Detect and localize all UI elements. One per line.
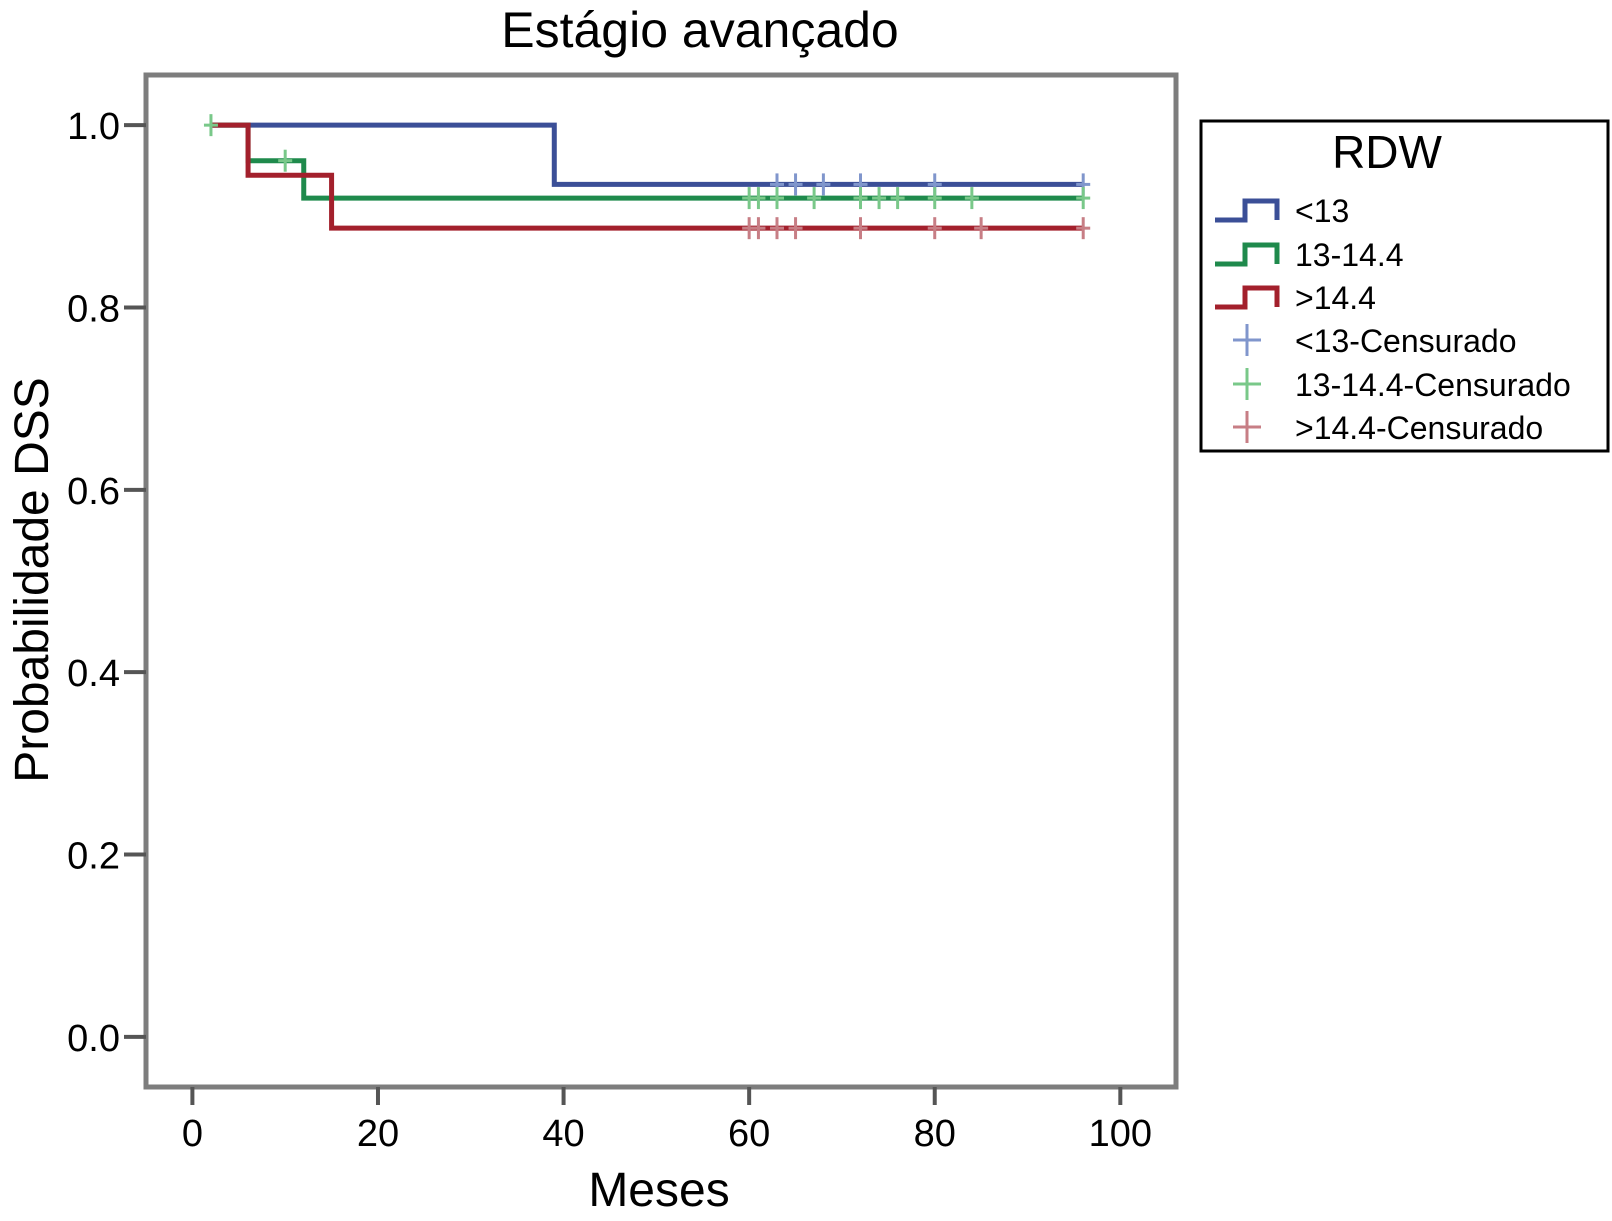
censor-mark xyxy=(1076,217,1091,240)
y-tick-label: 0.2 xyxy=(67,836,120,878)
legend-line-swatch xyxy=(1215,285,1280,310)
censor-mark xyxy=(769,187,784,210)
censor-mark xyxy=(807,187,822,210)
x-tick-label: 60 xyxy=(728,1113,770,1155)
y-axis-label: Probabilidade DSS xyxy=(6,377,59,783)
legend-label: >14.4 xyxy=(1295,280,1376,316)
y-tick-label: 0.0 xyxy=(67,1018,120,1060)
legend-label: <13-Censurado xyxy=(1295,323,1516,359)
censor-mark xyxy=(751,217,766,240)
censor-mark xyxy=(853,217,868,240)
legend: RDW <13 13-14.4 >14.4 <13-Censurado 13-14.4-… xyxy=(1199,119,1610,453)
legend-item: <13 xyxy=(1215,193,1349,229)
legend-item: 13-14.4-Censurado xyxy=(1233,367,1571,403)
censor-mark xyxy=(203,114,218,137)
x-tick-label: 40 xyxy=(542,1113,584,1155)
legend-title: RDW xyxy=(1332,126,1442,178)
censor-mark xyxy=(751,187,766,210)
x-tick-label: 80 xyxy=(914,1113,956,1155)
censor-mark xyxy=(890,187,905,210)
y-tick-label: 0.6 xyxy=(67,471,120,513)
x-tick-label: 20 xyxy=(357,1113,399,1155)
x-axis-label: Meses xyxy=(588,1164,729,1217)
legend-line-swatch xyxy=(1215,198,1280,223)
plot-area xyxy=(143,72,1179,1090)
x-tick-label: 100 xyxy=(1089,1113,1152,1155)
censor-mark xyxy=(788,217,803,240)
chart-title: Estágio avançado xyxy=(501,2,899,58)
legend-item: >14.4-Censurado xyxy=(1233,410,1543,446)
censor-mark xyxy=(769,217,784,240)
censor-mark xyxy=(853,187,868,210)
legend-label: 13-14.4-Censurado xyxy=(1295,367,1571,403)
censor-mark xyxy=(1076,187,1091,210)
y-tick-label: 0.8 xyxy=(67,288,120,330)
legend-item: >14.4 xyxy=(1215,280,1376,316)
censor-markers xyxy=(203,114,1091,240)
x-tick-label: 0 xyxy=(182,1113,203,1155)
legend-item: <13-Censurado xyxy=(1233,323,1516,359)
y-tick-label: 0.4 xyxy=(67,653,120,695)
censor-mark xyxy=(974,217,989,240)
legend-label: 13-14.4 xyxy=(1295,237,1404,273)
y-tick-label: 1.0 xyxy=(67,106,120,148)
y-axis-ticks: 0.0 0.2 0.4 0.6 0.8 1.0 xyxy=(67,106,146,1060)
censor-mark xyxy=(278,149,293,172)
censor-mark xyxy=(872,187,887,210)
legend-label: <13 xyxy=(1295,193,1349,229)
censor-mark xyxy=(927,217,942,240)
censor-mark xyxy=(927,187,942,210)
legend-item: 13-14.4 xyxy=(1215,237,1404,273)
censor-mark xyxy=(964,187,979,210)
legend-line-swatch xyxy=(1215,242,1280,267)
censor-mark xyxy=(788,173,803,196)
censor-mark xyxy=(816,173,831,196)
x-axis-ticks: 0 20 40 60 80 100 xyxy=(182,1087,1152,1155)
series-line-2 xyxy=(210,122,1084,231)
legend-label: >14.4-Censurado xyxy=(1295,410,1543,446)
